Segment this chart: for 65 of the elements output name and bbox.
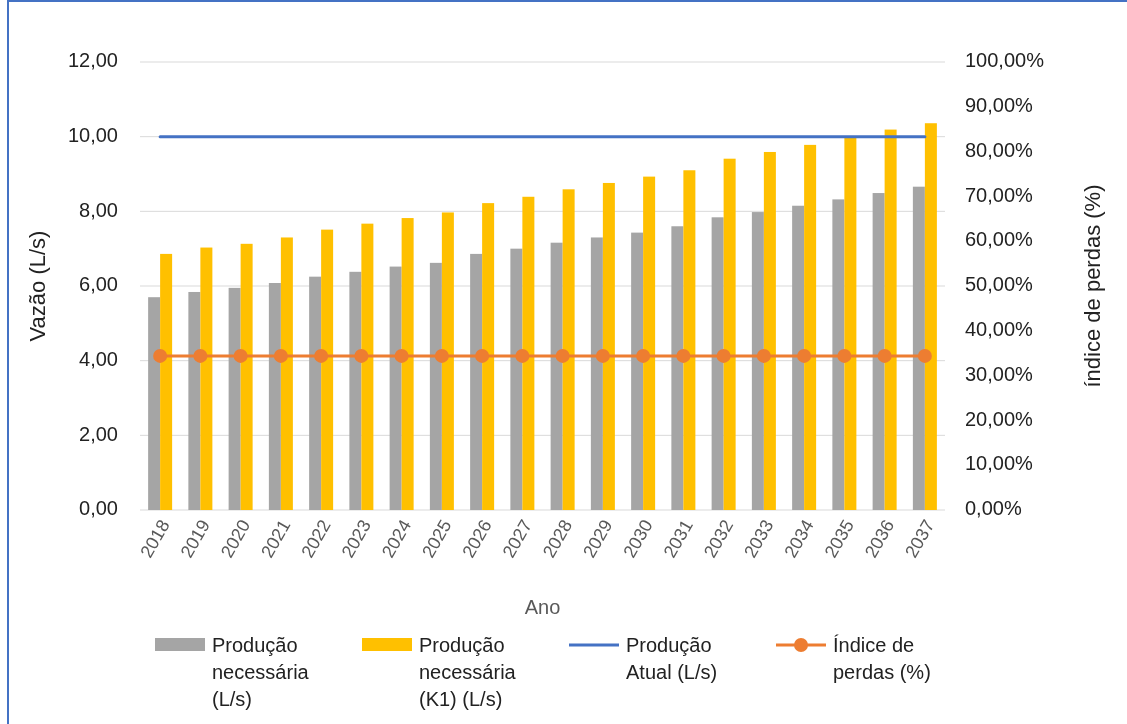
bar (429, 262, 442, 510)
legend-label: Produção necessária (K1) (L/s) (419, 634, 517, 710)
bar (671, 226, 684, 510)
bar (602, 182, 615, 510)
bar (590, 237, 603, 510)
bar (200, 247, 213, 510)
bar (148, 297, 161, 510)
bar (280, 237, 293, 510)
y-tick-label: 10,00 (67, 123, 118, 146)
bar (389, 266, 402, 510)
bar (711, 217, 724, 510)
bar (228, 287, 241, 510)
bar (441, 212, 454, 510)
bar (562, 189, 575, 510)
y-tick-label: 6,00 (79, 273, 118, 296)
y2-tick-label: 70,00% (965, 183, 1034, 206)
bar (550, 242, 563, 510)
y-tick-label: 2,00 (79, 422, 118, 445)
y-tick-label: 12,00 (67, 49, 118, 72)
bar (872, 193, 885, 510)
bar (268, 283, 281, 510)
bar (240, 243, 253, 510)
bar (844, 137, 857, 510)
y2-tick-label: 100,00% (965, 49, 1045, 72)
y2-axis-title: índice de perdas (%) (1080, 184, 1105, 388)
legend-label: Produção Atual (L/s) (626, 634, 718, 683)
bar (510, 248, 523, 510)
bar (188, 291, 201, 510)
bar (361, 223, 374, 510)
bar (160, 253, 173, 510)
y2-tick-label: 80,00% (965, 138, 1034, 161)
bar (309, 276, 322, 510)
y2-tick-label: 30,00% (965, 362, 1034, 385)
bar (804, 144, 817, 510)
y2-tick-label: 20,00% (965, 407, 1034, 430)
bar (321, 229, 334, 510)
bar (751, 212, 764, 510)
y2-tick-label: 50,00% (965, 273, 1034, 296)
bar (683, 170, 696, 510)
bar (643, 176, 656, 510)
x-axis-title: Ano (524, 596, 561, 618)
bar (884, 129, 897, 510)
bar (723, 158, 736, 510)
y-tick-label: 4,00 (79, 347, 118, 370)
bar (482, 203, 495, 510)
y2-tick-label: 90,00% (965, 94, 1034, 117)
bar (792, 205, 805, 510)
y2-tick-label: 10,00% (965, 452, 1034, 475)
bar (522, 196, 535, 510)
y-axis-title: Vazão (L/s) (25, 230, 50, 342)
legend-label: Produção necessária (L/s) (212, 634, 310, 710)
legend-label: Índice de perdas (%) (833, 634, 931, 683)
bar (631, 232, 644, 510)
bar (401, 218, 414, 510)
bar (763, 151, 776, 510)
bar (912, 186, 925, 510)
y-tick-label: 8,00 (79, 198, 118, 221)
bar (470, 253, 483, 510)
y-tick-label: 0,00 (79, 497, 118, 520)
y2-tick-label: 40,00% (965, 318, 1034, 341)
bar (924, 123, 937, 510)
y2-tick-label: 0,00% (965, 497, 1022, 520)
bar (832, 199, 845, 510)
y2-tick-label: 60,00% (965, 228, 1034, 251)
bar (349, 271, 362, 510)
